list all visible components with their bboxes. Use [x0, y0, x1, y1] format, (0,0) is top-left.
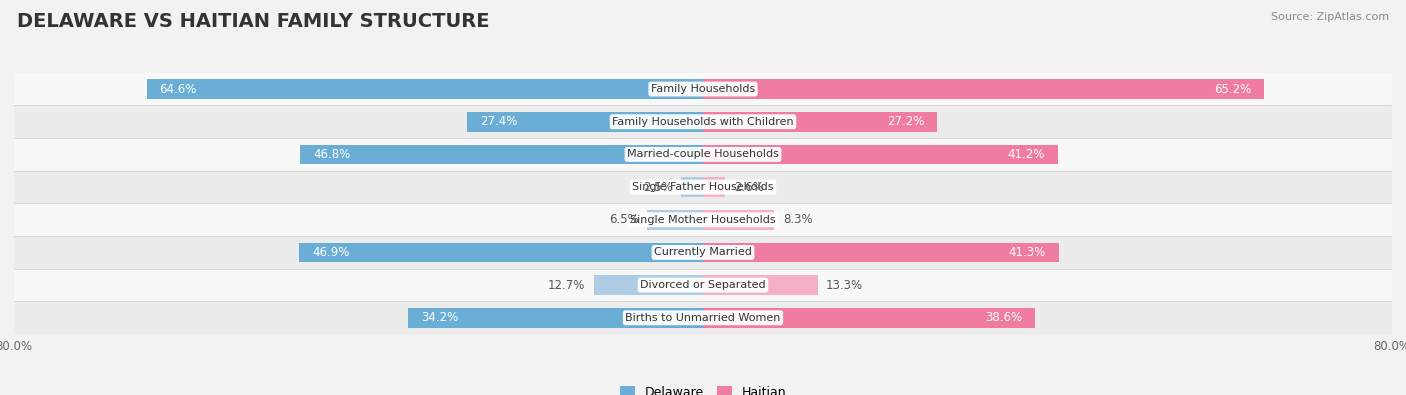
Text: 27.2%: 27.2% [887, 115, 924, 128]
FancyBboxPatch shape [14, 105, 1392, 138]
Text: 2.5%: 2.5% [643, 181, 673, 194]
Text: Married-couple Households: Married-couple Households [627, 149, 779, 160]
Text: Family Households: Family Households [651, 84, 755, 94]
FancyBboxPatch shape [14, 138, 1392, 171]
FancyBboxPatch shape [14, 269, 1392, 301]
Bar [703, 112, 938, 132]
Text: DELAWARE VS HAITIAN FAMILY STRUCTURE: DELAWARE VS HAITIAN FAMILY STRUCTURE [17, 12, 489, 31]
Bar [703, 145, 1057, 164]
Bar [299, 243, 703, 262]
Text: 46.9%: 46.9% [312, 246, 350, 259]
Bar [467, 112, 703, 132]
Legend: Delaware, Haitian: Delaware, Haitian [614, 381, 792, 395]
Bar [647, 210, 703, 229]
Text: 12.7%: 12.7% [548, 278, 585, 292]
Bar [703, 275, 817, 295]
Text: 34.2%: 34.2% [422, 311, 458, 324]
Bar [703, 79, 1264, 99]
Text: 27.4%: 27.4% [479, 115, 517, 128]
Bar [703, 210, 775, 229]
Text: 2.6%: 2.6% [734, 181, 763, 194]
Text: Source: ZipAtlas.com: Source: ZipAtlas.com [1271, 12, 1389, 22]
FancyBboxPatch shape [14, 171, 1392, 203]
FancyBboxPatch shape [14, 73, 1392, 105]
Text: 65.2%: 65.2% [1215, 83, 1251, 96]
Text: 64.6%: 64.6% [160, 83, 197, 96]
Text: Births to Unmarried Women: Births to Unmarried Women [626, 313, 780, 323]
Bar [409, 308, 703, 327]
Text: 8.3%: 8.3% [783, 213, 813, 226]
Text: 38.6%: 38.6% [986, 311, 1022, 324]
Text: Currently Married: Currently Married [654, 247, 752, 258]
Bar [682, 177, 703, 197]
FancyBboxPatch shape [14, 203, 1392, 236]
Bar [703, 308, 1035, 327]
Text: 6.5%: 6.5% [609, 213, 638, 226]
Text: 46.8%: 46.8% [314, 148, 350, 161]
Text: 41.2%: 41.2% [1008, 148, 1045, 161]
FancyBboxPatch shape [14, 301, 1392, 334]
Bar [146, 79, 703, 99]
Text: 41.3%: 41.3% [1008, 246, 1046, 259]
Bar [703, 243, 1059, 262]
FancyBboxPatch shape [14, 236, 1392, 269]
Text: 13.3%: 13.3% [827, 278, 863, 292]
Bar [593, 275, 703, 295]
Text: Divorced or Separated: Divorced or Separated [640, 280, 766, 290]
Bar [703, 177, 725, 197]
Bar [299, 145, 703, 164]
Text: Family Households with Children: Family Households with Children [612, 117, 794, 127]
Text: Single Father Households: Single Father Households [633, 182, 773, 192]
Text: Single Mother Households: Single Mother Households [630, 215, 776, 225]
